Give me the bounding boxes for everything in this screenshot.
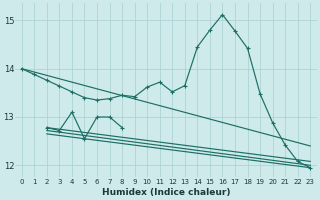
- X-axis label: Humidex (Indice chaleur): Humidex (Indice chaleur): [102, 188, 230, 197]
